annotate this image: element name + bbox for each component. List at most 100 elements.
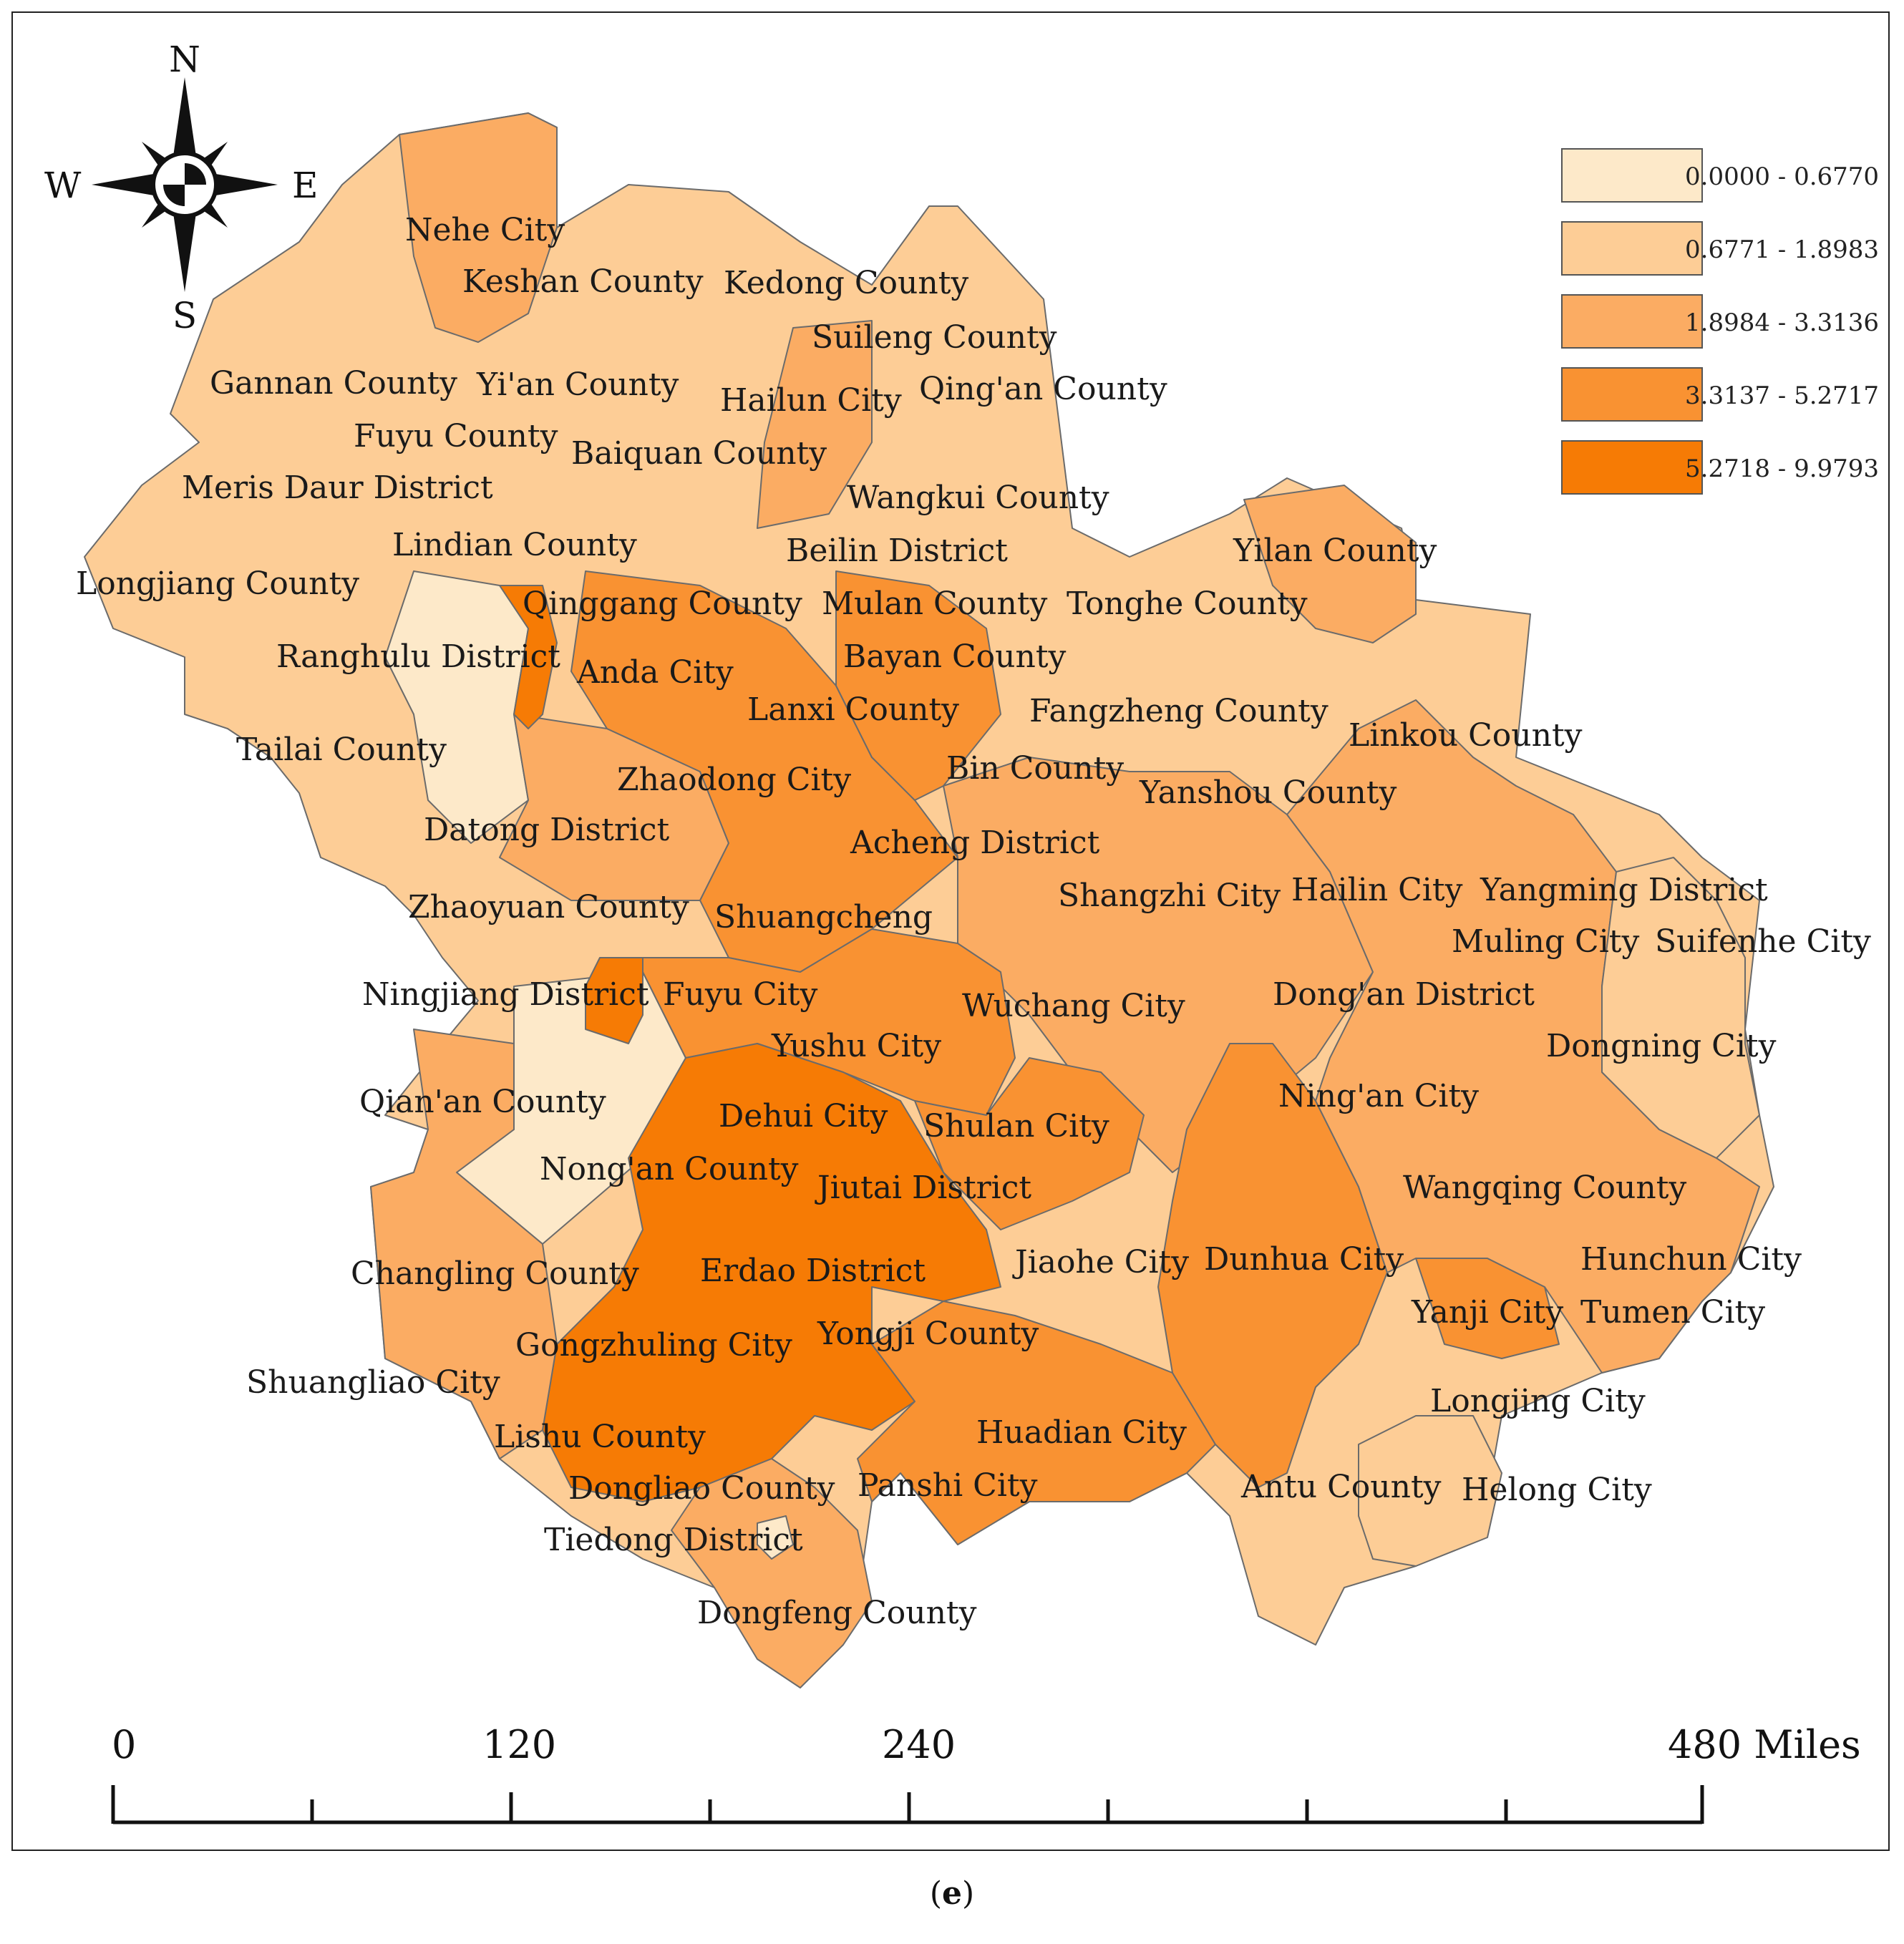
place-label: Gannan County: [210, 365, 457, 402]
place-label: Hunchun City: [1580, 1241, 1802, 1278]
legend-swatch: [1561, 294, 1703, 349]
region-hailun-city: [757, 320, 873, 529]
place-label: Longjing City: [1430, 1383, 1646, 1419]
place-label: Fuyu County: [354, 418, 558, 455]
region-nehe-city: [399, 112, 558, 343]
compass-east-label: E: [292, 165, 319, 206]
place-label: Fuyu City: [663, 976, 817, 1013]
region-changchun-core: [542, 1043, 1001, 1502]
place-label: Yangming District: [1480, 872, 1768, 908]
place-label: Suileng County: [812, 319, 1057, 356]
compass-arm-east: [203, 172, 278, 198]
place-label: Qing'an County: [919, 371, 1167, 407]
place-label: Helong City: [1462, 1472, 1652, 1508]
place-label: Suifenhe City: [1655, 923, 1871, 960]
place-label: Changling County: [351, 1255, 639, 1292]
compass-west-label: W: [44, 165, 82, 206]
map-frame: Nehe City Keshan County Kedong County Su…: [11, 11, 1890, 1851]
place-label: Zhaodong City: [617, 762, 851, 798]
place-label: Antu County: [1240, 1469, 1442, 1505]
place-label: Datong District: [424, 812, 670, 848]
legend-swatch: [1561, 221, 1703, 276]
place-label: Yanshou County: [1139, 774, 1397, 811]
place-label: Mulan County: [822, 585, 1048, 622]
place-label: Yushu City: [771, 1028, 941, 1064]
region-tiedong-district: [757, 1515, 794, 1560]
place-label: Shangzhi City: [1058, 878, 1281, 914]
place-label: Huadian City: [976, 1414, 1187, 1451]
scale-bar: 0 120 240 480 Miles: [111, 1722, 1861, 1824]
place-label: Tiedong District: [544, 1522, 803, 1558]
place-label: Wangkui County: [847, 480, 1109, 516]
compass-rose: N S E W: [44, 39, 319, 336]
place-label: Meris Daur District: [182, 470, 493, 506]
place-label: Jiutai District: [815, 1170, 1031, 1206]
legend-swatch: [1561, 367, 1703, 422]
choropleth-map: Nehe City Keshan County Kedong County Su…: [44, 39, 1879, 1824]
place-label: Dongning City: [1546, 1028, 1777, 1064]
legend-swatch: [1561, 148, 1703, 203]
region-eastern-block: [1286, 699, 1760, 1374]
place-label: Beilin District: [786, 533, 1008, 569]
caption-letter: e: [942, 1875, 962, 1912]
compass-south-label: S: [173, 295, 197, 336]
place-label: Panshi City: [858, 1467, 1038, 1504]
place-label: Yanji City: [1411, 1294, 1563, 1331]
place-label: Yongji County: [817, 1316, 1039, 1352]
place-label: Shuangliao City: [246, 1364, 500, 1401]
region-dongfeng-county: [671, 1458, 873, 1688]
scale-label-240: 240: [882, 1722, 956, 1767]
place-label: Yilan County: [1233, 533, 1437, 569]
place-label: Fangzheng County: [1029, 693, 1329, 729]
place-label: Acheng District: [850, 825, 1100, 861]
caption-close: ): [962, 1875, 975, 1912]
place-label: Nong'an County: [540, 1151, 799, 1187]
place-label: Ningjiang District: [362, 976, 649, 1013]
place-label: Lindian County: [392, 527, 637, 563]
region-ningjiang-district: [585, 957, 643, 1044]
region-shulan-city: [914, 1057, 1145, 1230]
legend-label: 3.3137 - 5.2717: [1685, 381, 1879, 410]
place-label: Lishu County: [494, 1419, 706, 1455]
legend: 0.0000 - 0.6770 0.6771 - 1.8983 1.8984 -…: [1561, 148, 1879, 495]
scale-label-0: 0: [112, 1722, 136, 1767]
region-yilan-county: [1243, 485, 1417, 643]
compass-arm-north: [172, 77, 198, 166]
place-label: Shuangcheng: [714, 899, 933, 935]
caption-open: (: [929, 1875, 942, 1912]
place-label: Wuchang City: [962, 988, 1185, 1024]
place-label: Lanxi County: [747, 691, 959, 728]
compass-quadrant-ne: [185, 163, 206, 185]
place-label: Zhaoyuan County: [408, 889, 689, 925]
place-label: Gongzhuling City: [515, 1327, 792, 1364]
place-label: Dehui City: [719, 1098, 888, 1134]
place-label: Qinggang County: [523, 585, 802, 622]
place-label: Tailai County: [236, 732, 447, 768]
place-label: Longjiang County: [76, 565, 359, 602]
place-label: Ranghulu District: [276, 638, 560, 675]
place-label: Muling City: [1452, 923, 1639, 960]
place-label: Hailun City: [720, 382, 902, 419]
region-layer: [84, 112, 1774, 1688]
legend-label: 5.2718 - 9.9793: [1685, 455, 1879, 483]
place-label: Tumen City: [1580, 1294, 1765, 1331]
scale-label-480: 480 Miles: [1668, 1722, 1861, 1767]
place-label: Qian'an County: [359, 1084, 606, 1120]
place-label: Baiquan County: [571, 435, 827, 472]
place-label: Hailin City: [1291, 872, 1463, 908]
region-huadian-panshi: [857, 1301, 1216, 1545]
scale-label-120: 120: [482, 1722, 556, 1767]
place-label: Dong'an District: [1273, 976, 1535, 1013]
place-label: Bin County: [946, 750, 1124, 787]
compass-quadrant-sw: [163, 185, 185, 206]
legend-label: 0.0000 - 0.6770: [1685, 162, 1879, 191]
place-label: Tonghe County: [1067, 585, 1308, 622]
region-helong-city: [1358, 1415, 1502, 1567]
place-label: Nehe City: [405, 212, 565, 248]
place-label: Keshan County: [462, 263, 704, 300]
place-label: Erdao District: [700, 1253, 926, 1289]
place-label: Linkou County: [1349, 717, 1583, 754]
region-suifenhe-dongning: [1601, 857, 1760, 1159]
figure-caption: (e): [0, 1875, 1904, 1912]
place-label: Anda City: [576, 654, 734, 691]
